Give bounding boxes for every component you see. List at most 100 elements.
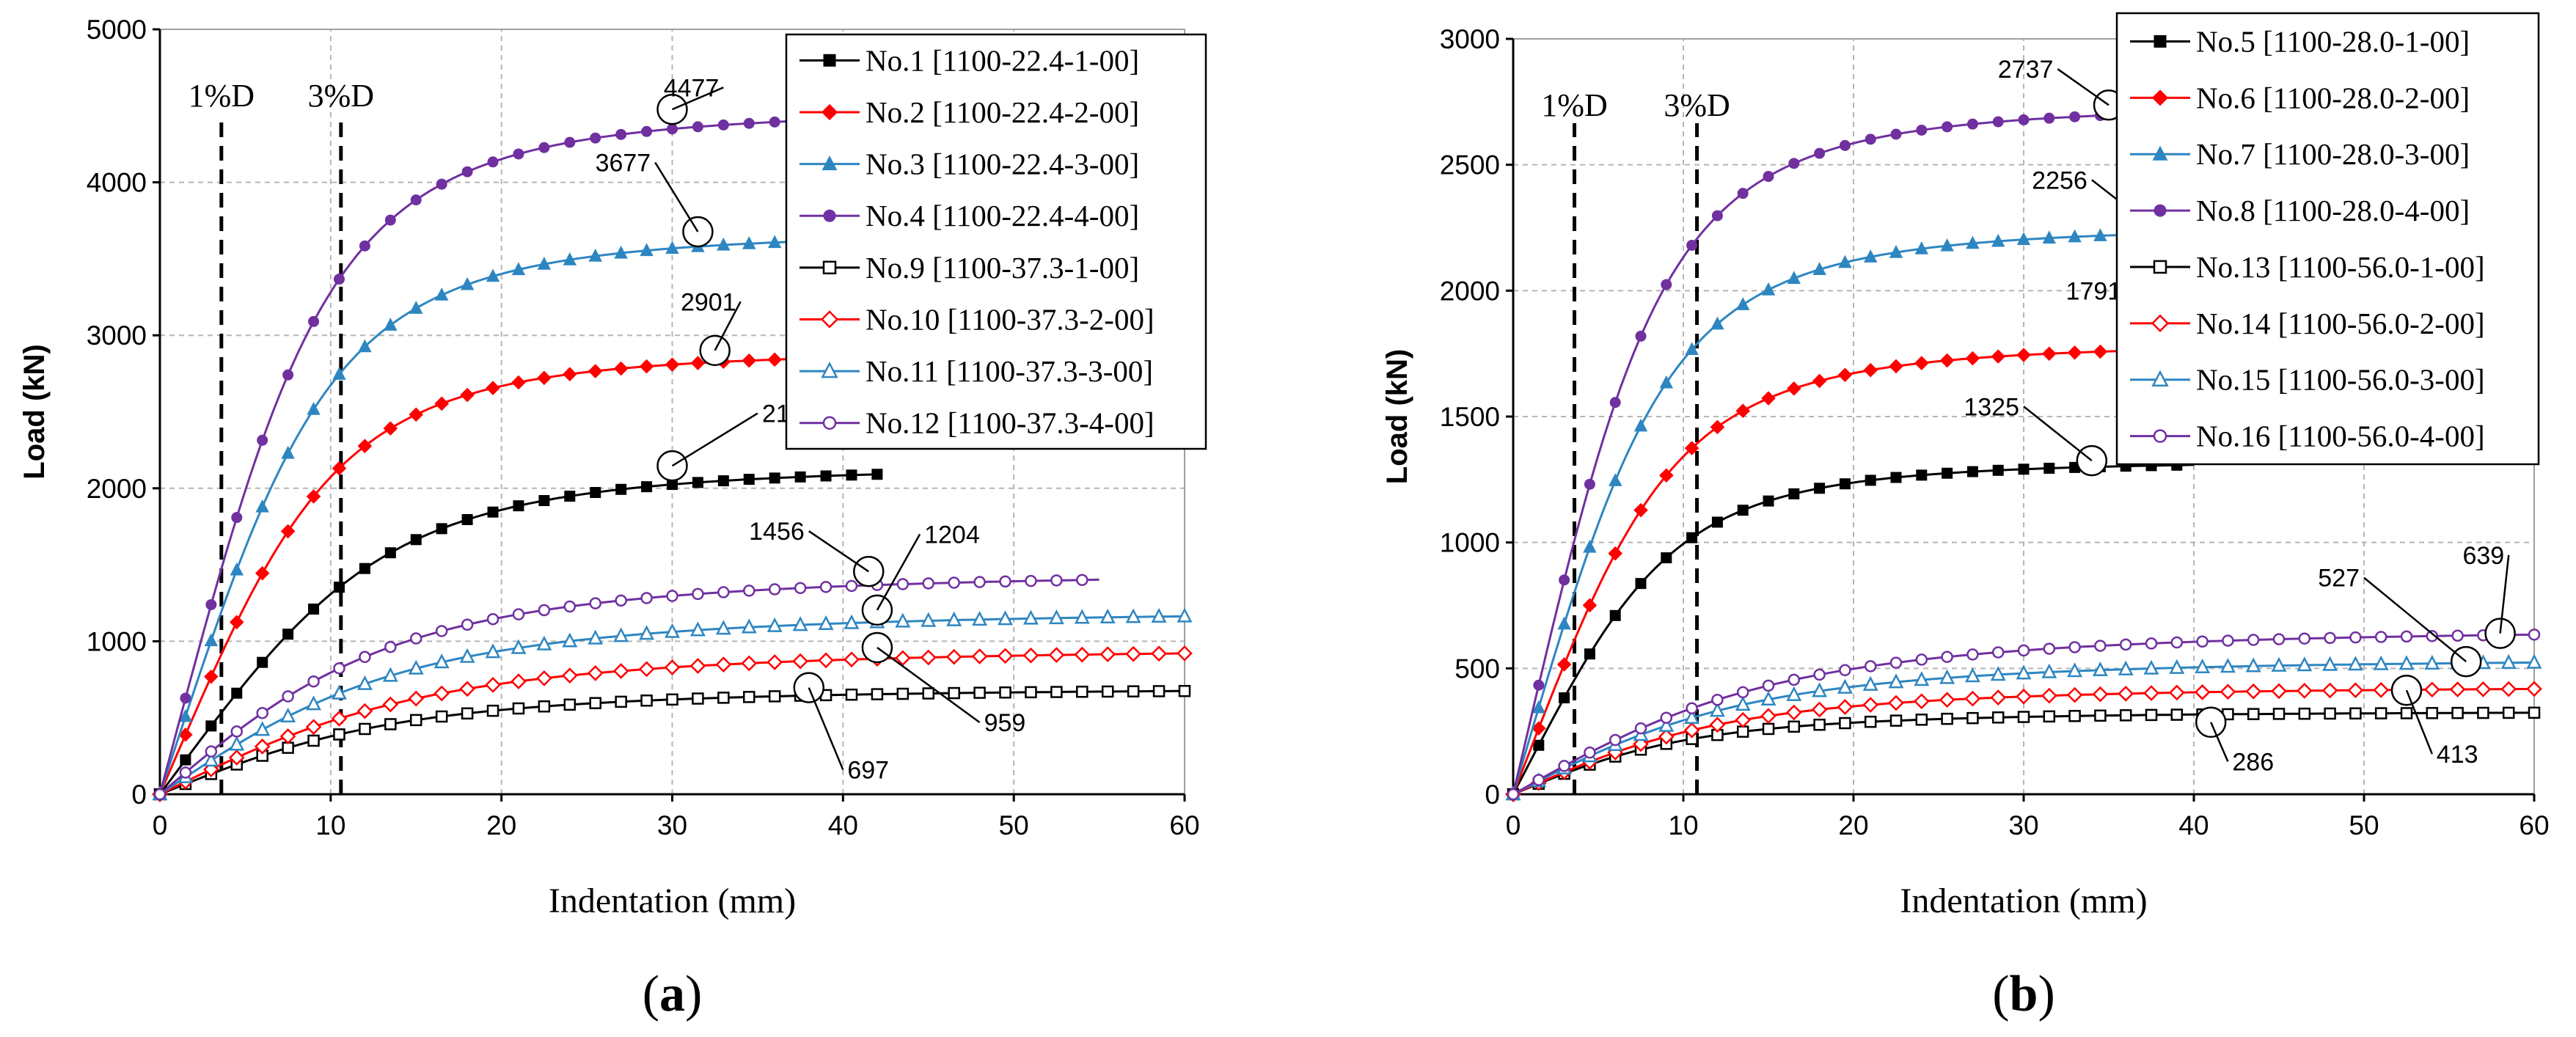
legend-marker xyxy=(822,260,837,275)
data-point xyxy=(613,627,629,642)
x-tick-label: 0 xyxy=(153,810,168,840)
data-point xyxy=(229,615,244,630)
limit-line-label: 1%D xyxy=(189,78,255,114)
data-point xyxy=(1814,483,1826,494)
data-point xyxy=(792,653,808,670)
data-point xyxy=(486,381,500,395)
data-point xyxy=(255,499,269,513)
data-point xyxy=(998,610,1013,626)
data-point xyxy=(1786,381,1801,396)
legend: No.5 [1100-28.0-1-00] No.6 [1100-28.0-2-0… xyxy=(2115,12,2540,466)
data-point xyxy=(204,669,219,684)
data-point xyxy=(769,116,780,128)
annotation: 639 xyxy=(2462,542,2516,649)
annotation-label: 2256 xyxy=(2032,166,2087,194)
data-point xyxy=(664,659,681,675)
data-point xyxy=(1735,403,1751,419)
data-point xyxy=(460,387,475,403)
data-point xyxy=(486,268,500,282)
data-point xyxy=(2400,630,2413,643)
panel-label-letter: a xyxy=(659,966,685,1022)
data-point xyxy=(561,667,578,684)
series-4 xyxy=(1507,107,2195,800)
data-point xyxy=(1507,788,1520,801)
data-point xyxy=(1890,128,1902,140)
series-7 xyxy=(152,607,1193,801)
annotation: 527 xyxy=(2318,565,2482,678)
data-point xyxy=(1074,609,1090,624)
annotation-label: 959 xyxy=(984,709,1026,737)
data-point xyxy=(2041,346,2057,362)
data-point xyxy=(2143,659,2159,675)
data-point xyxy=(230,725,244,738)
y-tick-label: 0 xyxy=(1485,780,1500,810)
data-point xyxy=(382,667,398,682)
data-point xyxy=(2272,633,2286,645)
data-point xyxy=(2168,684,2185,701)
legend-box xyxy=(785,33,1207,450)
data-point xyxy=(844,614,860,629)
data-point xyxy=(332,684,347,700)
data-point xyxy=(666,590,678,602)
data-point xyxy=(2272,708,2286,720)
data-point xyxy=(2043,710,2056,723)
data-point xyxy=(1709,717,1726,733)
data-point xyxy=(1633,736,1649,752)
data-point xyxy=(666,693,678,706)
data-point xyxy=(2475,681,2492,697)
data-point xyxy=(1025,686,1037,699)
legend-marker xyxy=(821,103,838,121)
data-point xyxy=(1608,546,1623,561)
data-point xyxy=(743,474,755,485)
annotation-leader xyxy=(654,161,699,232)
data-point xyxy=(256,707,268,719)
data-point xyxy=(382,696,399,713)
data-point xyxy=(2477,706,2489,719)
data-point xyxy=(2016,232,2031,246)
data-point xyxy=(1812,373,1827,389)
data-point xyxy=(282,629,294,640)
legend-label: No.14 [1100-56.0-2-00] xyxy=(2196,307,2485,340)
data-point xyxy=(384,640,397,653)
legend-label: No.8 [1100-28.0-4-00] xyxy=(2196,194,2470,227)
data-point xyxy=(641,125,653,137)
annotation-leader xyxy=(876,533,921,611)
data-point xyxy=(1152,685,1166,697)
data-point xyxy=(1916,469,1928,481)
legend-label: No.2 [1100-22.4-2-00] xyxy=(866,95,1139,129)
data-point xyxy=(1609,397,1621,408)
legend: No.1 [1100-22.4-1-00] No.2 [1100-22.4-2-0… xyxy=(785,33,1207,450)
data-point xyxy=(2016,688,2032,705)
data-point xyxy=(1939,353,1955,368)
data-point xyxy=(2018,114,2030,125)
data-point xyxy=(1760,708,1777,725)
data-point xyxy=(1686,532,1698,543)
data-point xyxy=(973,686,986,699)
data-point xyxy=(384,718,397,730)
data-point xyxy=(871,688,884,700)
data-point xyxy=(1785,704,1802,721)
data-point xyxy=(717,586,730,598)
data-point xyxy=(435,625,448,637)
series-line xyxy=(1512,232,2195,795)
data-point xyxy=(384,547,396,559)
annotation-label: 2737 xyxy=(1998,56,2054,84)
data-point xyxy=(279,728,296,744)
data-point xyxy=(2066,686,2083,703)
annotation-label: 1456 xyxy=(749,518,805,546)
data-point xyxy=(794,471,806,483)
data-point xyxy=(331,710,348,727)
data-point xyxy=(1683,722,1700,739)
data-point xyxy=(1916,124,1928,136)
limit-line-label: 1%D xyxy=(1541,87,1607,123)
data-point xyxy=(2374,631,2387,643)
data-point xyxy=(1737,188,1749,199)
data-point xyxy=(1812,682,1828,697)
annotation: 413 xyxy=(2390,674,2478,769)
data-point xyxy=(971,648,988,664)
legend-label: No.1 [1100-22.4-1-00] xyxy=(866,43,1139,77)
data-point xyxy=(1735,297,1750,310)
data-point xyxy=(1556,657,1572,672)
panel-label-open: ( xyxy=(1992,966,2009,1022)
data-point xyxy=(973,576,986,588)
